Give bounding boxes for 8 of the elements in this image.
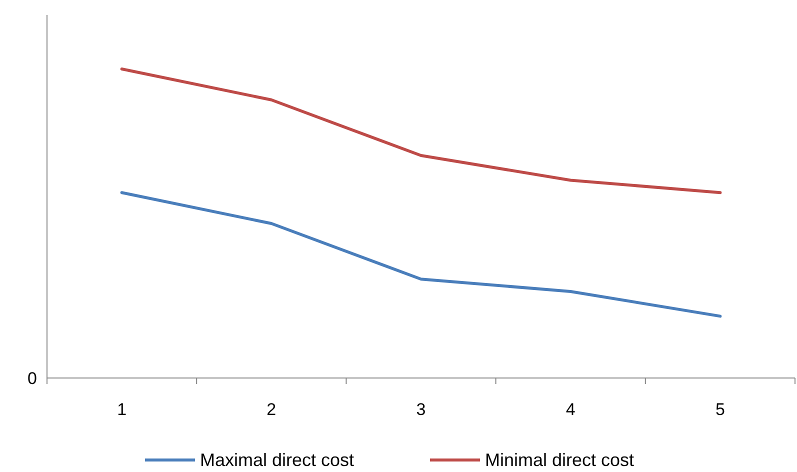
x-tick-label: 5 [715, 400, 725, 419]
x-tick-label: 2 [266, 400, 276, 419]
x-tick-label: 3 [416, 400, 426, 419]
legend-label: Minimal direct cost [485, 450, 634, 470]
text: 0 [28, 369, 37, 388]
x-tick-label: 4 [566, 400, 576, 419]
legend-label: Maximal direct cost [200, 450, 354, 470]
x-tick-label: 1 [117, 400, 127, 419]
